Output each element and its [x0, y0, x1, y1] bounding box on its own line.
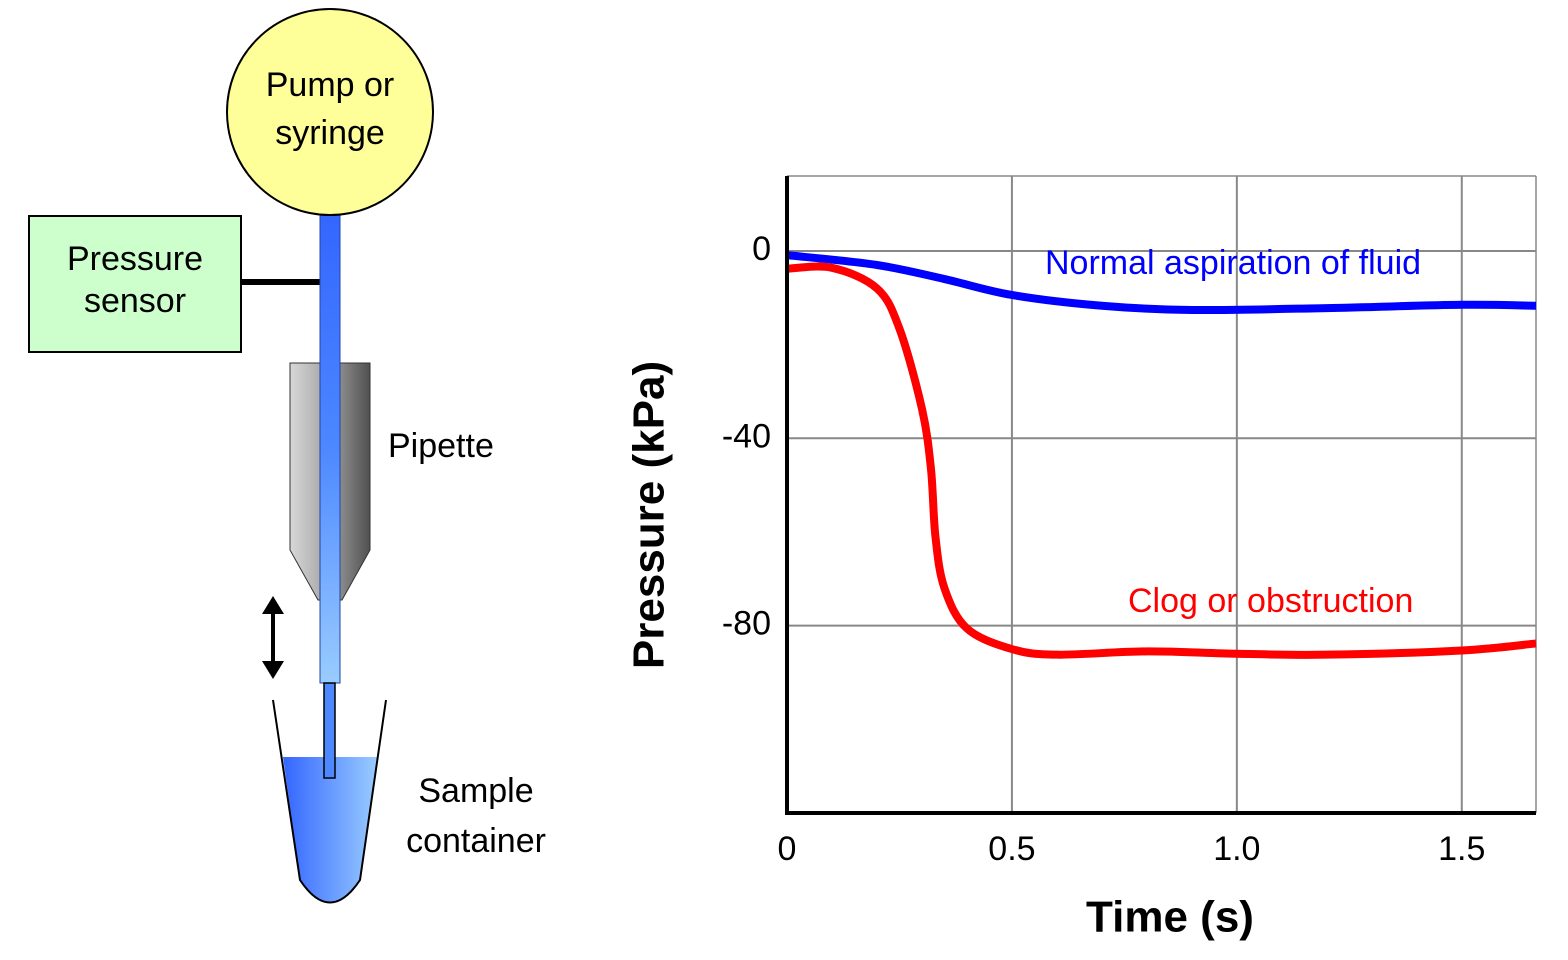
- container: [272, 699, 387, 904]
- pipette-label: Pipette: [388, 427, 494, 465]
- x-axis-label: Time (s): [1086, 893, 1254, 942]
- container-label: Sample: [418, 772, 533, 810]
- apparatus: Pressure sensor Pump or syringe Pipette …: [28, 8, 546, 904]
- series-label: Normal aspiration of fluid: [1045, 244, 1421, 282]
- y-tick-label: 0: [752, 230, 771, 268]
- series-label: Clog or obstruction: [1128, 582, 1413, 620]
- tube: [319, 213, 341, 684]
- x-tick-label: 0.5: [988, 830, 1035, 868]
- x-tick-label: 1.0: [1213, 830, 1260, 868]
- y-tick-label: -80: [722, 605, 771, 643]
- pump: [226, 8, 434, 216]
- y-tick-label: -40: [722, 417, 771, 455]
- x-tick-label: 0: [778, 830, 797, 868]
- y-axis-label: Pressure (kPa): [625, 361, 674, 669]
- sensor-box: [28, 215, 242, 353]
- pump-label: Pump or: [266, 66, 395, 104]
- data-line: [786, 251, 1537, 315]
- sensor-label: Pressure: [67, 240, 203, 278]
- pump-label: syringe: [275, 114, 385, 152]
- tip: [323, 682, 336, 779]
- container-label: container: [406, 822, 546, 860]
- motion-arrow: [262, 596, 284, 679]
- liquid: [283, 757, 377, 903]
- sensor-label: sensor: [84, 282, 186, 320]
- data-line: [786, 262, 1537, 659]
- x-tick-label: 1.5: [1438, 830, 1485, 868]
